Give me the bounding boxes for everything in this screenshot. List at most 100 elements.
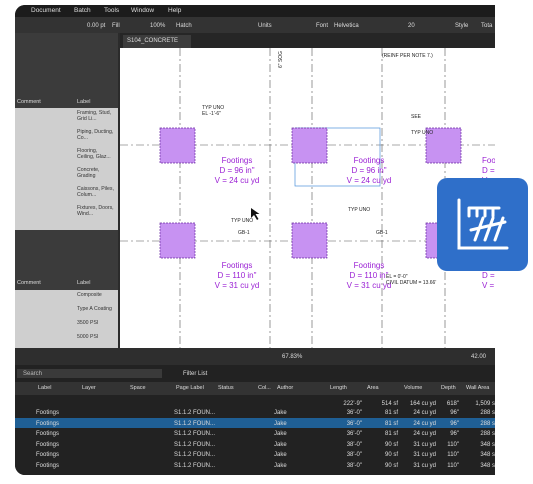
- label-item: 3500 PSI: [77, 320, 99, 326]
- note: TYP UNO: [348, 207, 370, 213]
- label-item: Type A Coating: [77, 306, 112, 312]
- cell: Jake: [274, 410, 287, 416]
- cell: 110": [447, 462, 459, 469]
- footing-label: Footings: [354, 261, 385, 270]
- note: (REINF PER NOTE 7.): [382, 53, 433, 59]
- column-header: Wall Area: [466, 385, 490, 391]
- cell: 288 s: [480, 431, 495, 437]
- cell: 96": [450, 431, 459, 437]
- toolbar-item: Font: [316, 22, 329, 29]
- total-cell: 514 sf: [381, 401, 398, 407]
- column-header: Label: [38, 385, 52, 391]
- toolbar-item: Units: [258, 22, 272, 29]
- cell: 90 sf: [384, 441, 398, 448]
- note: EL -1'-6": [202, 111, 221, 117]
- column-header: Area: [367, 385, 379, 391]
- footing-volume: V = 31 cu yd: [215, 281, 260, 290]
- toolbar: [15, 17, 495, 33]
- cell: 81 sf: [384, 431, 398, 437]
- cell: 288 s: [480, 410, 495, 416]
- cell: Jake: [274, 420, 287, 427]
- cell: 31 cu yd: [413, 462, 436, 469]
- cell: S1.1.2 FOUN...: [174, 431, 216, 437]
- label-item: Piping, Ducting, Co...: [77, 129, 114, 141]
- app-window: Footings D = 96 in" V = 24 cu yd Footings D …: [15, 5, 495, 475]
- cell: 24 cu yd: [413, 420, 436, 427]
- cell: 81 sf: [384, 420, 398, 427]
- footing-volume: V = 24 cu yd: [215, 176, 260, 185]
- cell: 81 sf: [384, 410, 398, 416]
- label-item: Framing, Stud, Grid Li...: [77, 110, 112, 122]
- cell: 38'-0": [346, 441, 362, 448]
- total-cell: 1,509 s: [475, 401, 495, 407]
- total-cell: 164 cu yd: [409, 401, 436, 407]
- cell: 31 cu yd: [413, 441, 436, 448]
- cell: Footings: [36, 420, 60, 427]
- footing-depth: D = 96 in": [219, 166, 254, 175]
- column-header: Comment: [17, 280, 41, 286]
- footing-volume: V = 31 cu yd: [347, 281, 392, 290]
- cursor: [251, 208, 260, 220]
- cell: 96": [450, 410, 459, 416]
- label-item: Composite: [77, 292, 102, 298]
- menu-bar: [15, 5, 495, 17]
- footing-depth: D = 9: [482, 271, 495, 280]
- cell: S1.1.2 FOUN...: [174, 452, 216, 458]
- menu-item: Batch: [74, 7, 91, 14]
- column-header: Page Label: [176, 385, 204, 391]
- app-icon: [437, 178, 528, 271]
- note: TYP UNO: [202, 105, 224, 111]
- cell: 31 cu yd: [413, 452, 436, 458]
- tab[interactable]: [123, 35, 191, 48]
- column-header: Col...: [258, 385, 271, 391]
- column-header: Length: [330, 385, 347, 391]
- cell: Jake: [274, 441, 287, 448]
- note: 6" SOG: [278, 51, 284, 68]
- filter-button: Filter List: [183, 371, 208, 377]
- cell: 36'-0": [346, 410, 362, 416]
- footing-depth: D = 96 in": [351, 166, 386, 175]
- cell: S1.1.2 FOUN...: [174, 410, 216, 416]
- column-header: Label: [77, 99, 91, 105]
- menu-item: Window: [131, 7, 155, 14]
- bottom-toolbar: [15, 348, 495, 365]
- label-list: [15, 108, 118, 230]
- cell: Footings: [36, 410, 60, 416]
- cell: 38'-0": [346, 452, 362, 458]
- toolbar-item: Tota: [481, 22, 493, 29]
- search-field: Search: [23, 371, 43, 377]
- toolbar-item: Hatch: [176, 22, 192, 29]
- footing-depth: D = 110 in": [350, 271, 389, 280]
- cell: 38'-0": [346, 462, 362, 469]
- cell: Jake: [274, 452, 287, 458]
- label-item: Flooring, Ceiling, Glaz...: [77, 148, 111, 160]
- toolbar-item: 20: [408, 22, 415, 29]
- cell: Footings: [36, 452, 60, 458]
- note: TYP UNO: [231, 218, 253, 224]
- column-header: Comment: [17, 99, 41, 105]
- footing-volume: V = 31: [482, 281, 495, 290]
- menu-item: Tools: [104, 7, 120, 14]
- canvas-bg: [120, 48, 495, 348]
- cell: 288 s: [480, 420, 495, 427]
- search-box[interactable]: [17, 369, 162, 378]
- footing: [159, 127, 196, 164]
- footing-volume: V = 24 cu yd: [347, 176, 392, 185]
- toolbar-item: Fill: [112, 22, 120, 29]
- cell: 90 sf: [384, 462, 398, 469]
- column-header: Space: [130, 385, 146, 391]
- cell: Footings: [36, 431, 60, 437]
- footing: [291, 222, 328, 259]
- cell: S1.1.2 FOUN...: [174, 462, 216, 469]
- cell: 348 s: [480, 462, 495, 469]
- cell: 36'-0": [346, 420, 362, 427]
- toolbar-item: Helvetica: [334, 22, 359, 29]
- note: GB-1: [238, 230, 250, 236]
- cell: 24 cu yd: [413, 410, 436, 416]
- cell: S1.1.2 FOUN...: [174, 420, 216, 427]
- cell: Footings: [36, 441, 60, 448]
- label-item: Fixtures, Doors, Wind...: [77, 205, 114, 217]
- note: TYP UNO: [411, 130, 433, 136]
